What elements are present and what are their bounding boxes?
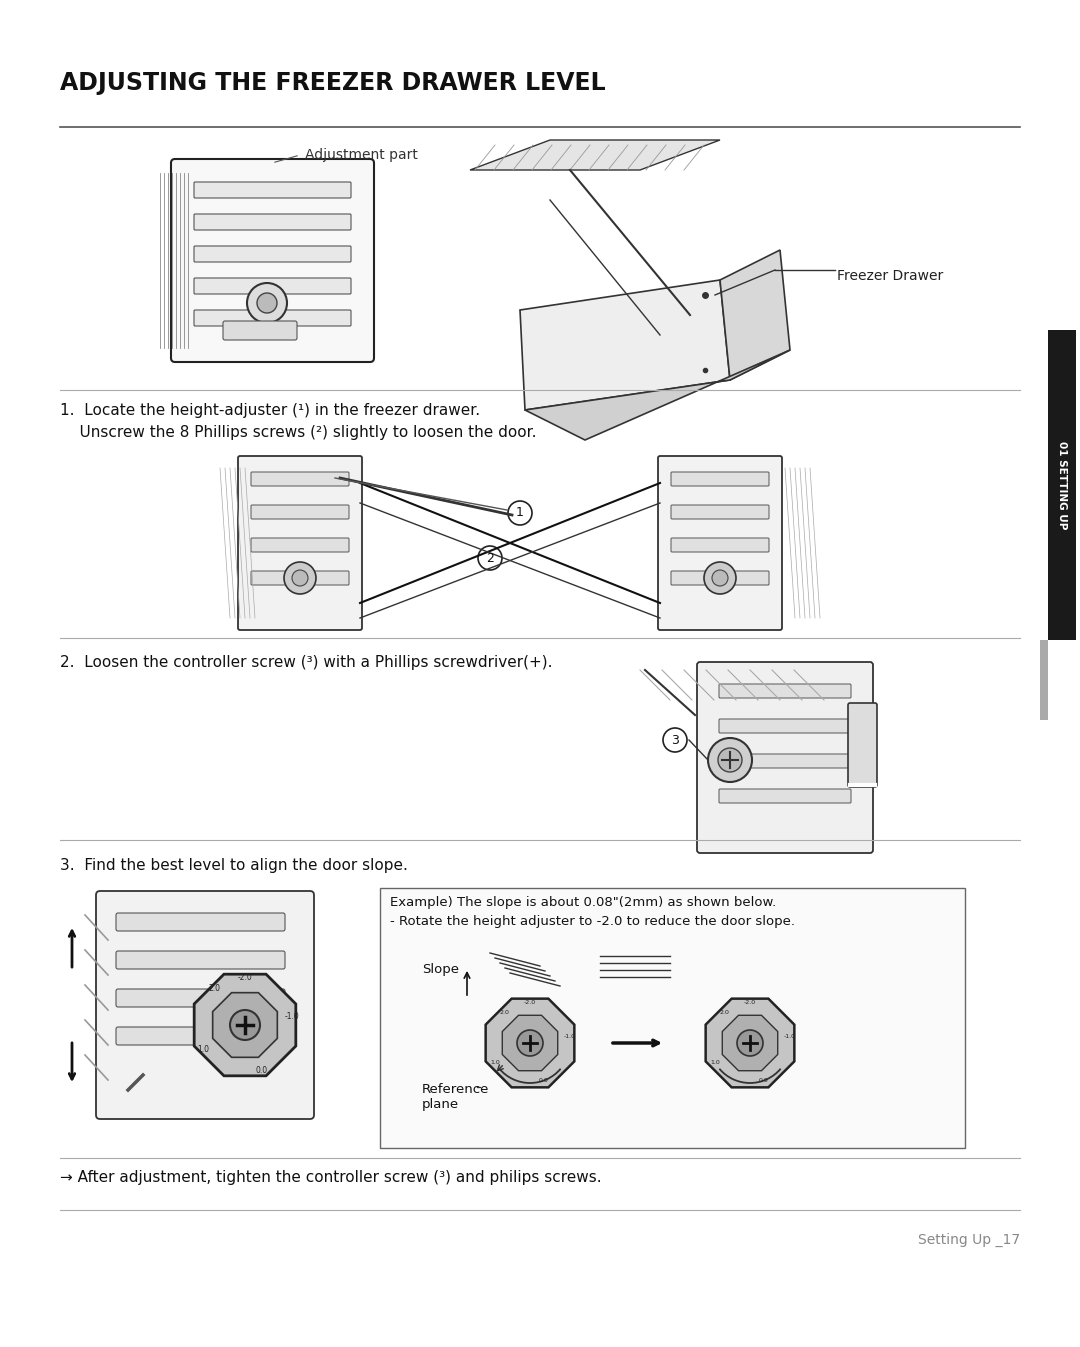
Text: Adjustment part: Adjustment part xyxy=(305,148,418,162)
Text: 2.  Loosen the controller screw (³) with a Phillips screwdriver(+).: 2. Loosen the controller screw (³) with … xyxy=(60,655,553,669)
Text: 3.  Find the best level to align the door slope.: 3. Find the best level to align the door… xyxy=(60,858,408,873)
Text: 1.0: 1.0 xyxy=(711,1060,720,1065)
Circle shape xyxy=(257,294,276,313)
FancyBboxPatch shape xyxy=(251,571,349,585)
Circle shape xyxy=(284,562,316,594)
Text: -2.0: -2.0 xyxy=(524,1001,536,1005)
Polygon shape xyxy=(720,251,789,380)
FancyBboxPatch shape xyxy=(194,182,351,198)
FancyBboxPatch shape xyxy=(719,684,851,698)
Text: 01 SETTING UP: 01 SETTING UP xyxy=(1057,440,1067,529)
FancyBboxPatch shape xyxy=(719,719,851,733)
FancyBboxPatch shape xyxy=(671,571,769,585)
Polygon shape xyxy=(470,140,720,170)
Circle shape xyxy=(292,570,308,586)
Text: 2: 2 xyxy=(486,551,494,564)
Circle shape xyxy=(737,1030,762,1056)
Polygon shape xyxy=(723,1016,778,1071)
Circle shape xyxy=(247,283,287,323)
Text: Setting Up _17: Setting Up _17 xyxy=(918,1233,1020,1247)
Bar xyxy=(1048,330,1076,640)
Text: 1.0: 1.0 xyxy=(490,1060,500,1065)
Circle shape xyxy=(517,1030,543,1056)
FancyBboxPatch shape xyxy=(719,789,851,803)
Bar xyxy=(1040,640,1048,721)
FancyBboxPatch shape xyxy=(251,537,349,552)
FancyBboxPatch shape xyxy=(697,661,873,853)
Circle shape xyxy=(663,727,687,752)
Circle shape xyxy=(708,738,752,783)
Text: → After adjustment, tighten the controller screw (³) and philips screws.: → After adjustment, tighten the controll… xyxy=(60,1171,602,1185)
Text: Slope: Slope xyxy=(422,963,459,977)
FancyBboxPatch shape xyxy=(96,890,314,1119)
FancyBboxPatch shape xyxy=(380,888,966,1148)
Text: 0.0: 0.0 xyxy=(759,1078,769,1083)
Polygon shape xyxy=(213,993,278,1057)
Text: -1.0: -1.0 xyxy=(783,1033,795,1039)
Polygon shape xyxy=(486,998,575,1087)
FancyBboxPatch shape xyxy=(238,457,362,630)
Text: 0.0: 0.0 xyxy=(539,1078,549,1083)
Text: 1: 1 xyxy=(516,506,524,520)
Text: ADJUSTING THE FREEZER DRAWER LEVEL: ADJUSTING THE FREEZER DRAWER LEVEL xyxy=(60,71,606,96)
Circle shape xyxy=(704,562,735,594)
Circle shape xyxy=(508,501,532,525)
Circle shape xyxy=(712,570,728,586)
Text: Unscrew the 8 Phillips screws (²) slightly to loosen the door.: Unscrew the 8 Phillips screws (²) slight… xyxy=(60,426,537,440)
FancyBboxPatch shape xyxy=(194,310,351,326)
Text: 2.0: 2.0 xyxy=(719,1010,729,1014)
Text: - Rotate the height adjuster to -2.0 to reduce the door slope.: - Rotate the height adjuster to -2.0 to … xyxy=(390,915,795,928)
Polygon shape xyxy=(525,350,789,440)
Text: -2.0: -2.0 xyxy=(238,973,253,982)
Text: 0.0: 0.0 xyxy=(255,1065,268,1075)
FancyBboxPatch shape xyxy=(116,989,285,1008)
FancyBboxPatch shape xyxy=(222,321,297,339)
Text: 2.0: 2.0 xyxy=(208,983,220,993)
FancyBboxPatch shape xyxy=(719,754,851,768)
FancyBboxPatch shape xyxy=(671,537,769,552)
Circle shape xyxy=(230,1010,260,1040)
Polygon shape xyxy=(519,280,730,409)
Polygon shape xyxy=(705,998,795,1087)
Text: Freezer Drawer: Freezer Drawer xyxy=(837,269,943,283)
Text: Example) The slope is about 0.08"(2mm) as shown below.: Example) The slope is about 0.08"(2mm) a… xyxy=(390,896,777,909)
FancyBboxPatch shape xyxy=(116,951,285,968)
FancyBboxPatch shape xyxy=(671,471,769,486)
Circle shape xyxy=(718,748,742,772)
FancyBboxPatch shape xyxy=(194,214,351,230)
Text: 3: 3 xyxy=(671,734,679,746)
Text: 1.0: 1.0 xyxy=(198,1044,210,1053)
Circle shape xyxy=(478,546,502,570)
FancyBboxPatch shape xyxy=(194,247,351,263)
FancyBboxPatch shape xyxy=(171,159,374,362)
FancyBboxPatch shape xyxy=(251,505,349,519)
FancyBboxPatch shape xyxy=(848,703,877,787)
Text: 1.  Locate the height-adjuster (¹) in the freezer drawer.: 1. Locate the height-adjuster (¹) in the… xyxy=(60,403,481,418)
FancyBboxPatch shape xyxy=(194,277,351,294)
Text: Reference
plane: Reference plane xyxy=(422,1083,489,1111)
FancyBboxPatch shape xyxy=(116,1026,285,1045)
FancyBboxPatch shape xyxy=(671,505,769,519)
Polygon shape xyxy=(194,974,296,1076)
FancyBboxPatch shape xyxy=(251,471,349,486)
Text: 2.0: 2.0 xyxy=(499,1010,510,1014)
Text: -1.0: -1.0 xyxy=(564,1033,576,1039)
Polygon shape xyxy=(502,1016,557,1071)
Text: -1.0: -1.0 xyxy=(285,1012,299,1021)
Text: -2.0: -2.0 xyxy=(744,1001,756,1005)
FancyBboxPatch shape xyxy=(116,913,285,931)
FancyBboxPatch shape xyxy=(658,457,782,630)
